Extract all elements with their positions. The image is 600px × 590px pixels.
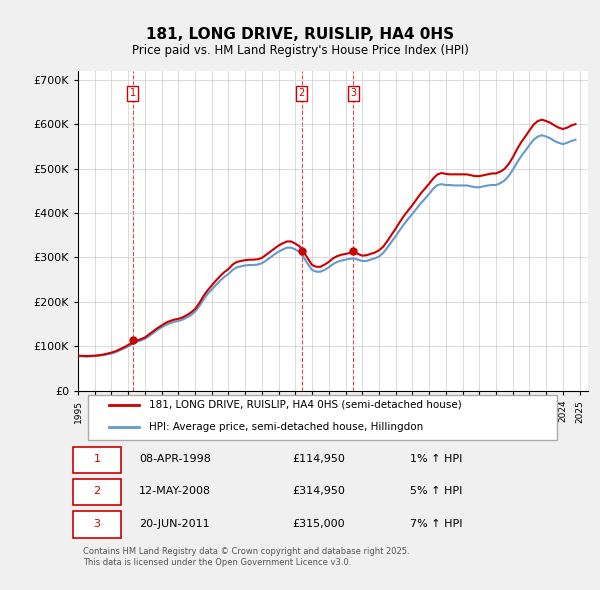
FancyBboxPatch shape xyxy=(73,479,121,506)
Text: 2: 2 xyxy=(298,88,305,98)
Text: £315,000: £315,000 xyxy=(292,519,345,529)
Text: 12-MAY-2008: 12-MAY-2008 xyxy=(139,486,211,496)
Text: £114,950: £114,950 xyxy=(292,454,345,464)
Text: 08-APR-1998: 08-APR-1998 xyxy=(139,454,211,464)
Text: 5% ↑ HPI: 5% ↑ HPI xyxy=(409,486,462,496)
Text: 20-JUN-2011: 20-JUN-2011 xyxy=(139,519,210,529)
Text: 3: 3 xyxy=(94,519,100,529)
Text: HPI: Average price, semi-detached house, Hillingdon: HPI: Average price, semi-detached house,… xyxy=(149,422,424,432)
Text: Contains HM Land Registry data © Crown copyright and database right 2025.
This d: Contains HM Land Registry data © Crown c… xyxy=(83,547,410,566)
Text: £314,950: £314,950 xyxy=(292,486,345,496)
Text: 1: 1 xyxy=(130,88,136,98)
Text: 2: 2 xyxy=(94,486,100,496)
Text: 1% ↑ HPI: 1% ↑ HPI xyxy=(409,454,462,464)
Text: 181, LONG DRIVE, RUISLIP, HA4 0HS: 181, LONG DRIVE, RUISLIP, HA4 0HS xyxy=(146,27,454,41)
FancyBboxPatch shape xyxy=(73,447,121,473)
Text: 1: 1 xyxy=(94,454,100,464)
Text: 181, LONG DRIVE, RUISLIP, HA4 0HS (semi-detached house): 181, LONG DRIVE, RUISLIP, HA4 0HS (semi-… xyxy=(149,400,462,410)
Text: 3: 3 xyxy=(350,88,356,98)
Text: Price paid vs. HM Land Registry's House Price Index (HPI): Price paid vs. HM Land Registry's House … xyxy=(131,44,469,57)
FancyBboxPatch shape xyxy=(88,395,557,440)
Text: 7% ↑ HPI: 7% ↑ HPI xyxy=(409,519,462,529)
FancyBboxPatch shape xyxy=(73,512,121,537)
